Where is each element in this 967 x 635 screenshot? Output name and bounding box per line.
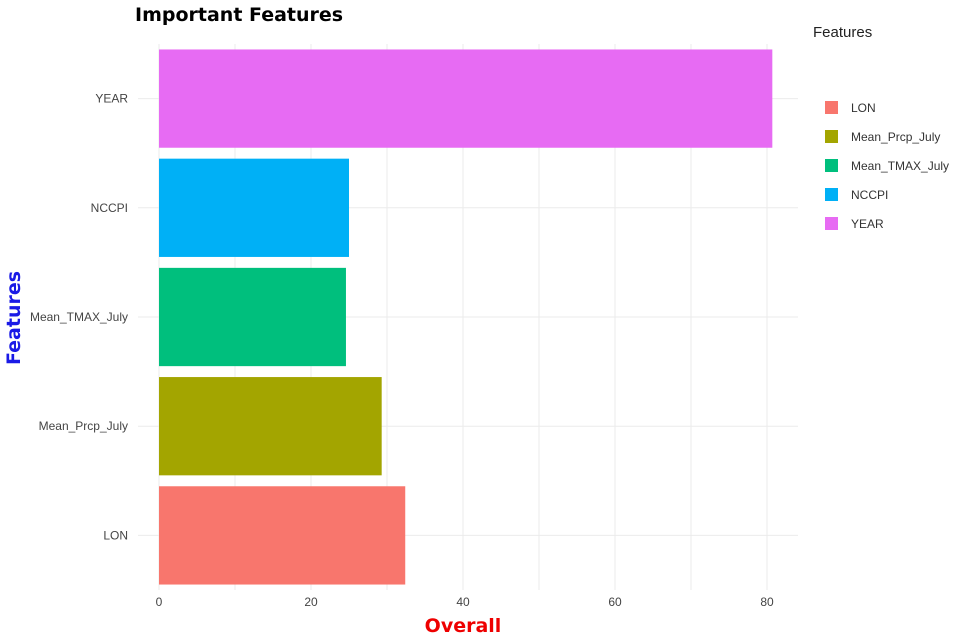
bar-mean-tmax-july — [159, 267, 346, 367]
bar-mean-prcp-july — [159, 377, 382, 476]
y-tick-label: NCCPI — [91, 201, 128, 215]
x-tick-label: 80 — [760, 595, 774, 609]
legend-label: Mean_Prcp_July — [851, 130, 940, 144]
legend-swatch — [825, 159, 838, 172]
y-axis-label: Features — [3, 271, 25, 365]
legend-swatch — [825, 130, 838, 143]
bar-year — [159, 49, 773, 148]
x-tick-label: 60 — [608, 595, 622, 609]
x-tick-label: 0 — [156, 595, 163, 609]
legend-swatch — [825, 217, 838, 230]
legend-swatch — [825, 188, 838, 201]
bar-nccpi — [159, 158, 349, 257]
legend-label: NCCPI — [851, 188, 888, 202]
legend-label: YEAR — [851, 217, 884, 231]
y-tick-label: Mean_Prcp_July — [39, 419, 128, 433]
y-tick-label: Mean_TMAX_July — [30, 310, 128, 324]
x-tick-labels: 0 20 40 60 80 — [156, 595, 774, 609]
x-tick-label: 20 — [304, 595, 318, 609]
legend-title: Features — [813, 24, 872, 41]
legend-label: LON — [851, 101, 876, 115]
bars-group — [159, 49, 773, 585]
chart-title: Important Features — [135, 4, 343, 26]
y-tick-label: YEAR — [95, 92, 128, 106]
legend-label: Mean_TMAX_July — [851, 159, 949, 173]
legend: Features LON Mean_Prcp_July Mean_TMAX_July… — [813, 24, 949, 231]
legend-swatch — [825, 101, 838, 114]
x-axis-label: Overall — [425, 615, 502, 635]
bar-lon — [159, 486, 406, 585]
y-tick-label: LON — [103, 528, 128, 542]
x-tick-label: 40 — [456, 595, 470, 609]
y-tick-labels: LON Mean_Prcp_July Mean_TMAX_July NCCPI YEAR — [30, 92, 128, 543]
